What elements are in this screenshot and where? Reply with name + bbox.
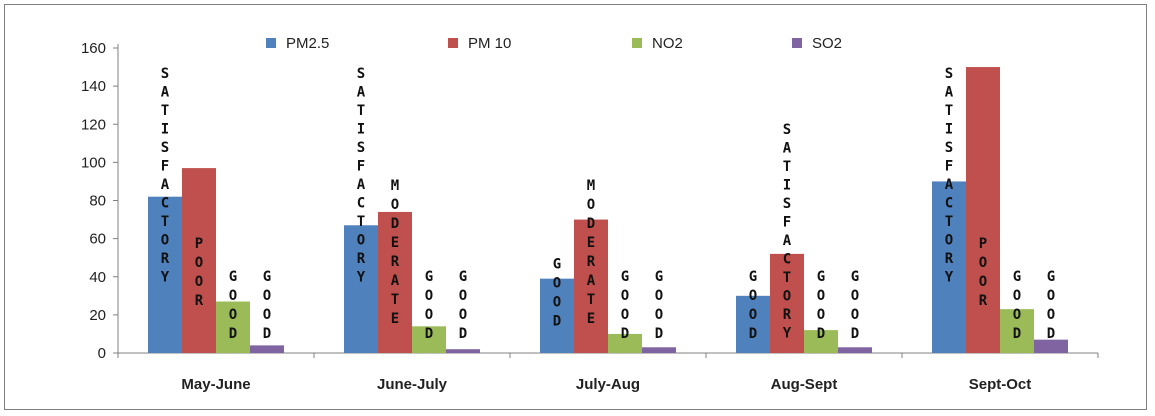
y-tick-label: 140 (81, 78, 106, 95)
legend-label-pm25: PM2.5 (286, 35, 329, 52)
legend-label-no2: NO2 (652, 35, 683, 52)
bar-so2-may-june (250, 345, 284, 353)
bar-no2-june-july (412, 326, 446, 353)
bar-so2-july-aug (642, 347, 676, 353)
bar-pm25-sept-oct (932, 181, 966, 353)
bar-pm25-aug-sept (736, 295, 770, 353)
x-category-label: May-June (181, 376, 250, 393)
x-category-label: Aug-Sept (771, 376, 838, 393)
y-tick-label: 80 (89, 193, 106, 210)
legend-label-pm10: PM 10 (468, 35, 511, 52)
bar-pm25-june-july (344, 225, 378, 353)
bar-pm10-sept-oct (966, 67, 1000, 353)
legend-swatch-so2 (792, 38, 802, 48)
bar-pm10-june-july (378, 211, 412, 353)
legend-swatch-pm25 (266, 38, 276, 48)
legend-swatch-no2 (632, 38, 642, 48)
y-tick-label: 160 (81, 40, 106, 57)
bar-no2-may-june (216, 301, 250, 353)
x-category-label: July-Aug (576, 376, 640, 393)
x-category-label: Sept-Oct (969, 376, 1032, 393)
bar-no2-sept-oct (1000, 309, 1034, 353)
bar-pm10-aug-sept (770, 253, 804, 353)
y-tick-label: 40 (89, 269, 106, 286)
bar-pm10-may-june (182, 168, 216, 353)
legend-label-so2: SO2 (812, 35, 842, 52)
bar-so2-june-july (446, 349, 480, 353)
bar-so2-sept-oct (1034, 339, 1068, 353)
bar-pm10-july-aug (574, 219, 608, 353)
y-tick-label: 20 (89, 307, 106, 324)
bar-pm25-july-aug (540, 278, 574, 353)
bar-so2-aug-sept (838, 347, 872, 353)
bar-no2-july-aug (608, 333, 642, 353)
bar-no2-aug-sept (804, 330, 838, 353)
x-category-label: June-July (377, 376, 448, 393)
y-tick-label: 100 (81, 154, 106, 171)
bar-pm25-may-june (148, 196, 182, 353)
legend-swatch-pm10 (448, 38, 458, 48)
y-tick-label: 60 (89, 231, 106, 248)
y-tick-label: 0 (98, 345, 106, 362)
y-tick-label: 120 (81, 116, 106, 133)
